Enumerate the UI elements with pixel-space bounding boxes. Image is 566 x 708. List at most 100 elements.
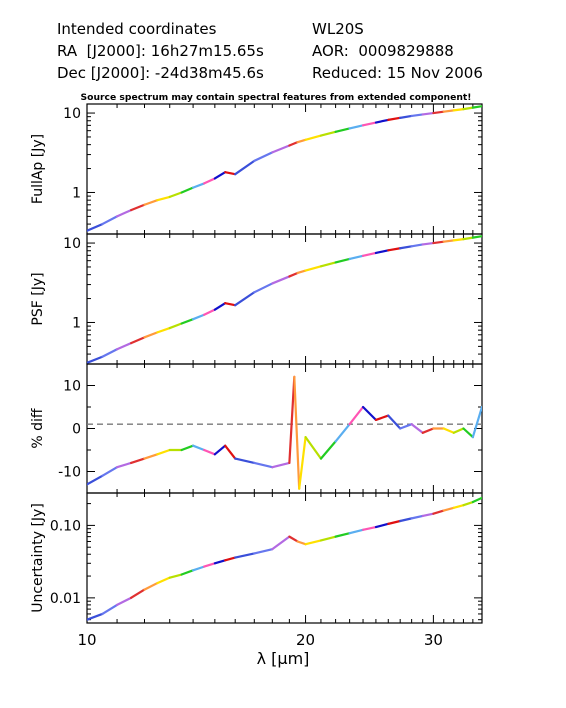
y-axis-label-psf: PSF [Jy] xyxy=(30,272,46,325)
spectrum-segment-pctdiff xyxy=(156,448,171,456)
panel-frame-psf xyxy=(86,233,483,365)
spectrum-segment-pctdiff xyxy=(213,444,227,456)
x-tick-label: 30 xyxy=(424,631,443,649)
spectrum-segment-pctdiff xyxy=(203,448,216,456)
spectrum-segment-fullap xyxy=(156,195,171,202)
spectrum-segment-uncertainty xyxy=(462,500,474,507)
spectrum-segment-pctdiff xyxy=(387,414,402,430)
spectrum-segment-fullap xyxy=(432,110,445,115)
spectrum-segment-pctdiff xyxy=(234,457,256,464)
spectrum-segment-psf xyxy=(203,308,216,316)
spectrum-segment-psf xyxy=(334,257,351,264)
spectrum-segment-fullap xyxy=(319,130,337,137)
spectrum-segment-pctdiff xyxy=(361,405,378,421)
spectrum-segment-psf xyxy=(442,239,455,243)
spectrum-segment-pctdiff xyxy=(471,405,482,439)
spectrum-segment-psf xyxy=(452,238,465,242)
spectrum-segment-pctdiff xyxy=(115,461,133,469)
spectrum-segment-pctdiff xyxy=(191,444,206,452)
spectrum-segment-uncertainty xyxy=(156,576,171,585)
spectrum-segment-uncertainty xyxy=(213,559,227,565)
spectrum-segment-uncertainty xyxy=(203,562,216,568)
spectrum-segment-fullap xyxy=(168,191,183,198)
y-tick-label-fullap: 10 xyxy=(63,106,81,122)
spectrum-segment-pctdiff xyxy=(143,453,159,460)
spectrum-segment-psf xyxy=(421,241,435,246)
spectrum-segment-uncertainty xyxy=(115,596,133,606)
spectrum-segment-psf xyxy=(288,271,299,278)
header-object-name: WL20S xyxy=(312,20,364,38)
x-tick-label: 20 xyxy=(296,631,315,649)
spectrum-segment-psf xyxy=(387,247,402,252)
y-axis-label-fullap: FullAp [Jy] xyxy=(30,134,46,204)
spectrum-segment-fullap xyxy=(234,159,256,176)
spectrum-segment-fullap xyxy=(452,108,465,112)
spectrum-segment-pctdiff xyxy=(399,423,413,430)
spectrum-segment-fullap xyxy=(296,138,307,144)
spectrum-segment-psf xyxy=(471,235,482,239)
spectrum-segment-uncertainty xyxy=(452,504,465,509)
spectrum-segment-uncertainty xyxy=(399,517,413,523)
spectrum-segment-uncertainty xyxy=(224,556,237,562)
spectrum-segment-pctdiff xyxy=(348,405,365,426)
spectrum-segment-psf xyxy=(399,245,413,250)
spectrum-segment-uncertainty xyxy=(361,525,378,531)
y-tick-label-uncertainty: 0.01 xyxy=(50,591,81,607)
spectrum-segment-psf xyxy=(191,313,206,321)
spectrum-segment-uncertainty xyxy=(387,519,402,525)
spectrum-segment-pctdiff xyxy=(101,466,119,477)
spectrum-segment-psf xyxy=(129,336,146,345)
spectrum-segment-uncertainty xyxy=(253,548,274,555)
spectrum-segment-uncertainty xyxy=(129,588,146,599)
header-dec: Dec [J2000]: -24d38m45.6s xyxy=(57,64,264,82)
spectrum-segment-fullap xyxy=(442,109,455,113)
spectrum-segment-uncertainty xyxy=(304,539,323,546)
spectrum-segment-pctdiff xyxy=(253,461,274,469)
spectrum-segment-pctdiff xyxy=(452,427,465,434)
spectrum-segment-uncertainty xyxy=(319,535,337,542)
spectrum-segment-fullap xyxy=(271,144,291,154)
spectrum-segment-psf xyxy=(410,243,424,248)
spectrum-segment-uncertainty xyxy=(101,603,119,616)
spectrum-segment-psf xyxy=(432,240,445,245)
spectrum-segment-fullap xyxy=(471,105,482,109)
y-axis-label-pctdiff: % diff xyxy=(30,408,46,449)
x-axis-label: λ [μm] xyxy=(257,649,310,668)
spectrum-segment-psf xyxy=(304,265,323,272)
spectrum-segment-pctdiff xyxy=(271,461,291,469)
spectrum-segment-psf xyxy=(253,282,274,294)
spectrum-segment-uncertainty xyxy=(191,565,206,572)
spectrum-segment-fullap xyxy=(191,182,206,189)
spectrum-segment-psf xyxy=(234,291,256,307)
spectrum-segment-fullap xyxy=(361,121,378,127)
spectrum-segment-psf xyxy=(115,341,133,351)
y-axis-label-uncertainty: Uncertainty [Jy] xyxy=(30,503,46,613)
spectrum-segment-pctdiff xyxy=(421,427,435,434)
y-tick-label-pctdiff: -10 xyxy=(58,465,81,481)
spectrum-segment-pctdiff xyxy=(180,444,195,452)
spectrum-segment-fullap xyxy=(213,171,227,180)
y-tick-label-psf: 10 xyxy=(63,236,81,252)
spectrum-segment-uncertainty xyxy=(432,509,445,515)
spectrum-segment-fullap xyxy=(374,118,390,124)
spectrum-segment-fullap xyxy=(410,113,424,118)
spectrum-segment-psf xyxy=(296,269,307,275)
x-tick-label: 10 xyxy=(77,631,96,649)
y-tick-label-uncertainty: 0.10 xyxy=(50,518,81,534)
spectrum-segment-psf xyxy=(143,331,159,339)
spectrum-segment-pctdiff xyxy=(374,414,390,421)
spectrum-segment-uncertainty xyxy=(348,528,365,535)
spectrum-segment-psf xyxy=(224,302,237,307)
spectrum-segment-uncertainty xyxy=(234,552,256,559)
spectrum-segment-pctdiff xyxy=(298,436,307,490)
spectrum-segment-pctdiff xyxy=(288,375,296,464)
spectrum-segment-pctdiff xyxy=(224,444,237,460)
spectrum-segment-pctdiff xyxy=(442,427,455,434)
spectrum-segment-fullap xyxy=(143,199,159,206)
header-aor: AOR: 0009829888 xyxy=(312,42,454,60)
spectrum-segment-pctdiff xyxy=(129,457,146,464)
spectrum-segment-uncertainty xyxy=(143,581,159,591)
spectrum-segment-fullap xyxy=(203,177,216,185)
spectrum-segment-pctdiff xyxy=(304,436,323,460)
spectrum-segment-pctdiff xyxy=(87,474,104,486)
